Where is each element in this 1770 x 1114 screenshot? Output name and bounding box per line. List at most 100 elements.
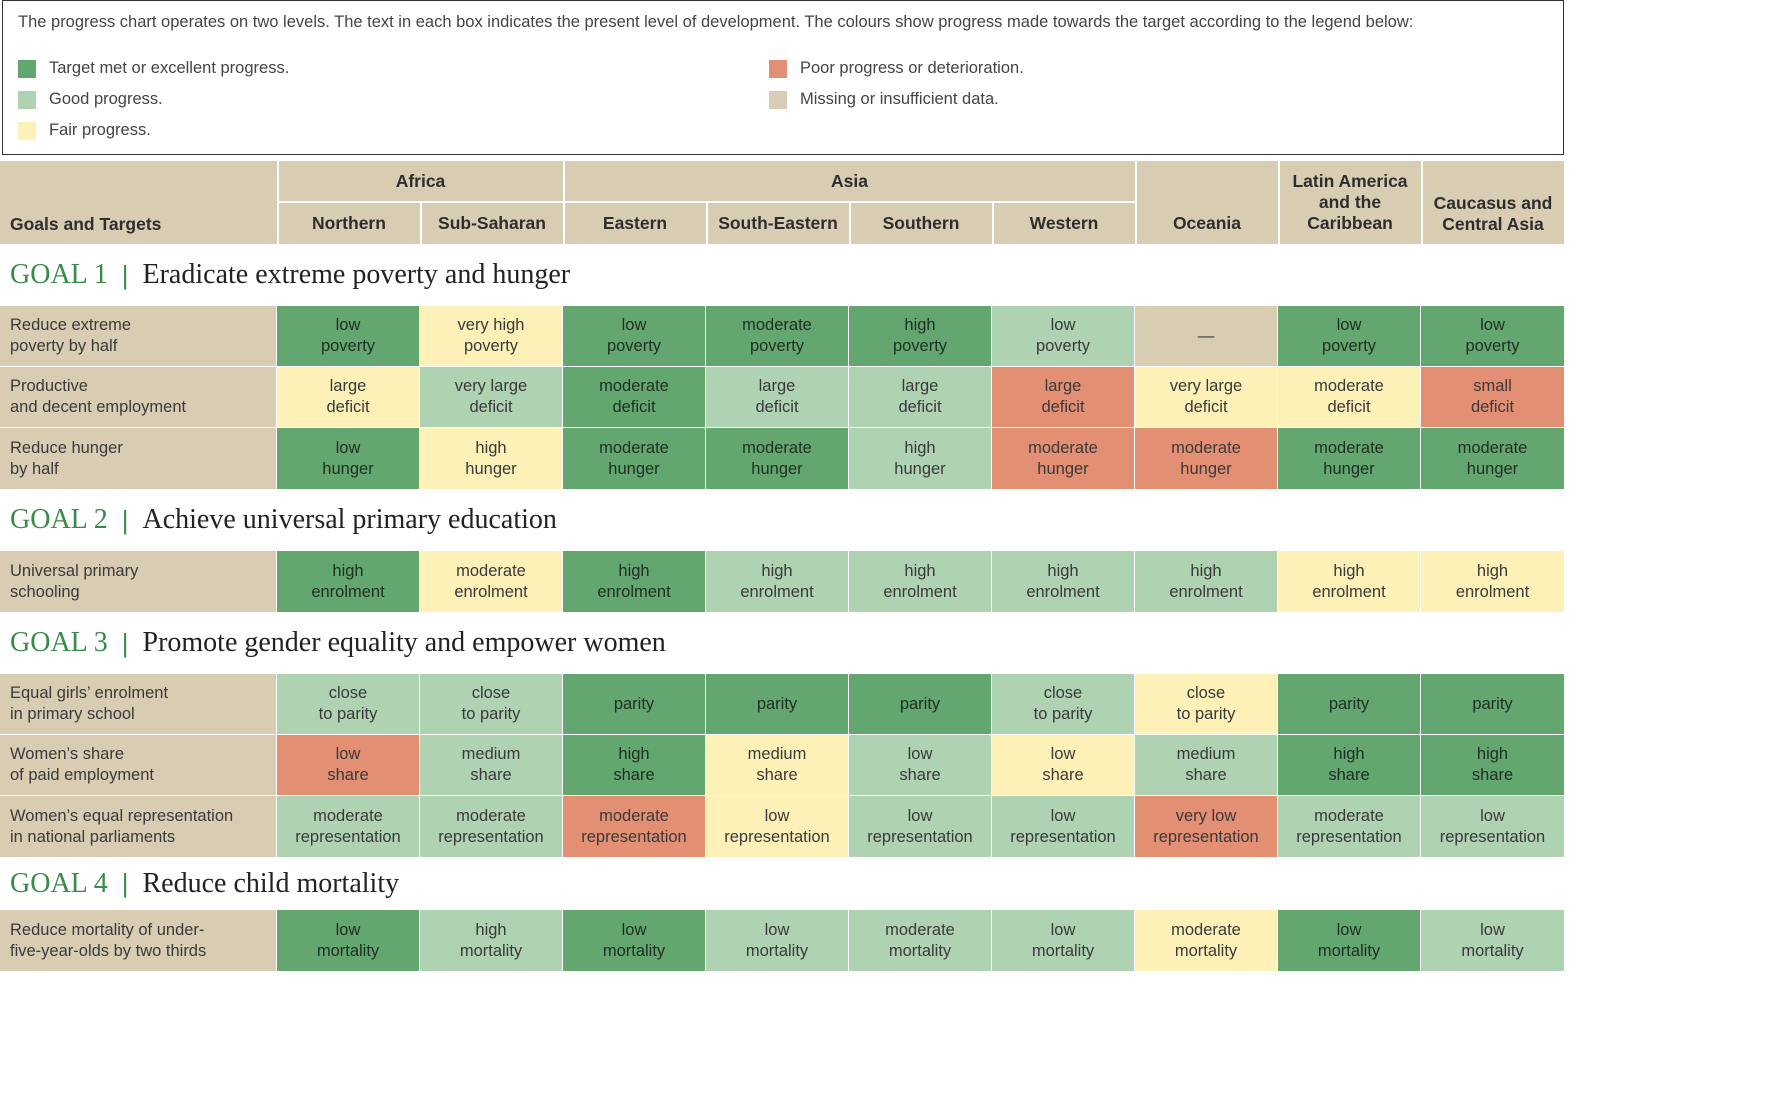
legend-swatch <box>18 121 36 140</box>
goal-rows: Equal girls’ enrolment in primary school… <box>0 674 1564 857</box>
status-cell: large deficit <box>849 367 992 427</box>
status-cell: low mortality <box>563 910 706 971</box>
goal-separator: | <box>121 868 129 898</box>
status-cell: close to parity <box>420 674 563 734</box>
status-cell: low mortality <box>277 910 420 971</box>
legend-swatch <box>769 90 787 109</box>
status-cell: low share <box>849 735 992 795</box>
status-cell: close to parity <box>992 674 1135 734</box>
target-label: Women’s equal representation in national… <box>0 796 277 857</box>
header-divider <box>1278 161 1280 244</box>
legend-label: Target met or excellent progress. <box>49 59 290 77</box>
status-cell: moderate representation <box>420 796 563 857</box>
goal-heading: GOAL 4 | Reduce child mortality <box>0 857 1564 910</box>
status-cell: low representation <box>1421 796 1564 857</box>
status-cell: very high poverty <box>420 306 563 366</box>
status-cell: low mortality <box>992 910 1135 971</box>
status-cell: high enrolment <box>1278 551 1421 612</box>
status-cell: low representation <box>849 796 992 857</box>
status-cell: moderate enrolment <box>420 551 563 612</box>
status-cell: large deficit <box>706 367 849 427</box>
status-cell: large deficit <box>992 367 1135 427</box>
status-cell: low share <box>992 735 1135 795</box>
header-divider <box>706 202 708 244</box>
legend-swatch <box>18 90 36 109</box>
status-cell: moderate deficit <box>1278 367 1421 427</box>
goal-number: GOAL 3 <box>10 627 108 658</box>
goals-targets-header: Goals and Targets <box>10 214 162 234</box>
status-cell: small deficit <box>1421 367 1564 427</box>
legend-intro: The progress chart operates on two level… <box>18 13 1414 31</box>
status-cell: parity <box>1421 674 1564 734</box>
status-cell: high enrolment <box>992 551 1135 612</box>
legend-item-poor: Poor progress or deterioration. <box>769 59 1024 78</box>
col-header-southern: Southern <box>882 212 960 233</box>
progress-table: Goals and Targets Africa Asia Northern S… <box>0 161 1564 971</box>
table-row: Reduce hunger by half low hunger high hung… <box>0 428 1564 489</box>
col-header-caucasus: Caucasus and Central Asia <box>1433 192 1553 234</box>
status-cell: moderate mortality <box>1135 910 1278 971</box>
status-cell: high poverty <box>849 306 992 366</box>
status-cell: low poverty <box>1421 306 1564 366</box>
status-cell: moderate deficit <box>563 367 706 427</box>
status-cell: moderate hunger <box>1278 428 1421 489</box>
status-cell: large deficit <box>277 367 420 427</box>
status-cell: moderate representation <box>1278 796 1421 857</box>
status-cell: moderate hunger <box>563 428 706 489</box>
header-divider <box>420 202 422 244</box>
header-divider <box>849 202 851 244</box>
target-label: Reduce extreme poverty by half <box>0 306 277 366</box>
table-row: Women’s share of paid employment low shar… <box>0 735 1564 796</box>
col-header-latin-america: Latin America and the Caribbean <box>1292 171 1408 233</box>
goal-title: Promote gender equality and empower wome… <box>142 627 666 658</box>
status-cell: low poverty <box>563 306 706 366</box>
status-cell: parity <box>849 674 992 734</box>
col-header-western: Western <box>1029 212 1099 233</box>
status-cell: moderate hunger <box>1421 428 1564 489</box>
col-header-northern: Northern <box>312 212 386 233</box>
status-cell: medium share <box>1135 735 1278 795</box>
header-divider <box>992 202 994 244</box>
table-row: Women’s equal representation in national… <box>0 796 1564 857</box>
status-cell: close to parity <box>277 674 420 734</box>
status-cell: high enrolment <box>277 551 420 612</box>
goal-heading: GOAL 2 | Achieve universal primary educati… <box>0 489 1564 551</box>
status-cell: very large deficit <box>1135 367 1278 427</box>
status-cell: low representation <box>992 796 1135 857</box>
status-cell: moderate mortality <box>849 910 992 971</box>
status-cell: moderate hunger <box>1135 428 1278 489</box>
legend-label: Poor progress or deterioration. <box>800 59 1024 77</box>
header-divider <box>1135 161 1137 244</box>
group-header-africa: Africa <box>395 171 446 191</box>
status-cell: moderate hunger <box>992 428 1135 489</box>
status-cell: high share <box>1278 735 1421 795</box>
target-label: Equal girls’ enrolment in primary school <box>0 674 277 734</box>
status-cell: low mortality <box>706 910 849 971</box>
target-label: Women’s share of paid employment <box>0 735 277 795</box>
goal-number: GOAL 2 <box>10 504 108 535</box>
goal-heading: GOAL 1 | Eradicate extreme poverty and hun… <box>0 244 1564 306</box>
col-header-eastern: Eastern <box>602 212 668 233</box>
target-label: Reduce hunger by half <box>0 428 277 489</box>
status-cell: low mortality <box>1421 910 1564 971</box>
legend-swatch <box>18 59 36 78</box>
status-cell: low poverty <box>992 306 1135 366</box>
goal-separator: | <box>121 627 129 658</box>
table-row: Equal girls’ enrolment in primary school… <box>0 674 1564 735</box>
col-header-sub-saharan: Sub-Saharan <box>438 212 546 233</box>
status-cell: high enrolment <box>706 551 849 612</box>
status-cell: high mortality <box>420 910 563 971</box>
table-row: Productive and decent employment large de… <box>0 367 1564 428</box>
goal-title: Achieve universal primary education <box>142 504 557 535</box>
status-cell: medium share <box>706 735 849 795</box>
goal-separator: | <box>121 504 129 535</box>
status-cell: moderate representation <box>563 796 706 857</box>
target-label: Reduce mortality of under- five-year-old… <box>0 910 277 971</box>
goal-rows: Reduce mortality of under- five-year-old… <box>0 910 1564 971</box>
status-cell: high enrolment <box>1135 551 1278 612</box>
table-header: Goals and Targets Africa Asia Northern S… <box>0 161 1564 244</box>
goal-title: Eradicate extreme poverty and hunger <box>142 259 571 290</box>
legend-item-excellent: Target met or excellent progress. <box>18 59 289 78</box>
goal-separator: | <box>121 259 129 290</box>
group-header-asia: Asia <box>831 171 868 191</box>
